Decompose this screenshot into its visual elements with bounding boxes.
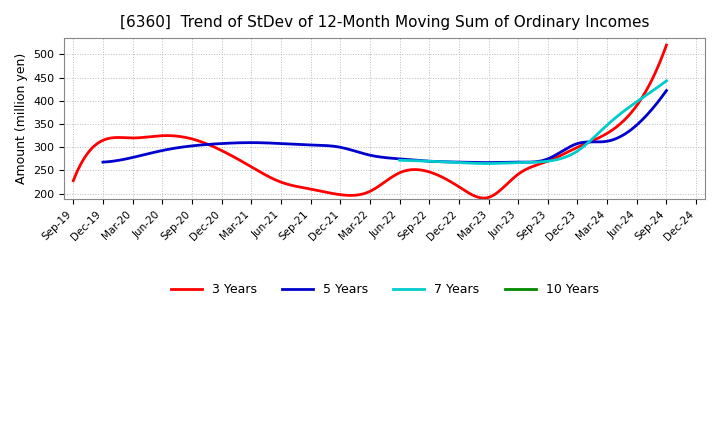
- Y-axis label: Amount (million yen): Amount (million yen): [15, 53, 28, 184]
- Line: 3 Years: 3 Years: [73, 45, 667, 198]
- 7 Years: [662, 78, 671, 84]
- Line: 5 Years: 5 Years: [103, 91, 667, 163]
- 3 Years: [649, 74, 657, 80]
- 7 Years: [523, 160, 531, 165]
- 7 Years: [614, 112, 623, 117]
- 3 Years: [557, 153, 565, 158]
- 7 Years: [482, 161, 491, 166]
- 5 Years: [649, 104, 658, 110]
- Legend: 3 Years, 5 Years, 7 Years, 10 Years: 3 Years, 5 Years, 7 Years, 10 Years: [166, 278, 604, 301]
- 5 Years: [99, 159, 107, 165]
- 3 Years: [662, 42, 671, 48]
- 3 Years: [351, 193, 359, 198]
- 3 Years: [390, 173, 399, 178]
- 5 Years: [403, 157, 412, 162]
- 3 Years: [354, 192, 363, 198]
- 5 Years: [369, 154, 378, 159]
- 5 Years: [366, 153, 375, 158]
- Title: [6360]  Trend of StDev of 12-Month Moving Sum of Ordinary Incomes: [6360] Trend of StDev of 12-Month Moving…: [120, 15, 649, 30]
- 5 Years: [434, 159, 443, 164]
- 7 Years: [554, 157, 563, 162]
- 3 Years: [479, 195, 487, 201]
- 5 Years: [662, 88, 671, 93]
- 3 Years: [69, 178, 78, 183]
- 5 Years: [562, 146, 570, 151]
- 7 Years: [395, 158, 404, 163]
- 7 Years: [524, 160, 533, 165]
- 7 Years: [540, 159, 549, 164]
- 3 Years: [422, 169, 431, 174]
- Line: 7 Years: 7 Years: [400, 81, 667, 164]
- 7 Years: [656, 83, 665, 88]
- 5 Years: [482, 160, 490, 165]
